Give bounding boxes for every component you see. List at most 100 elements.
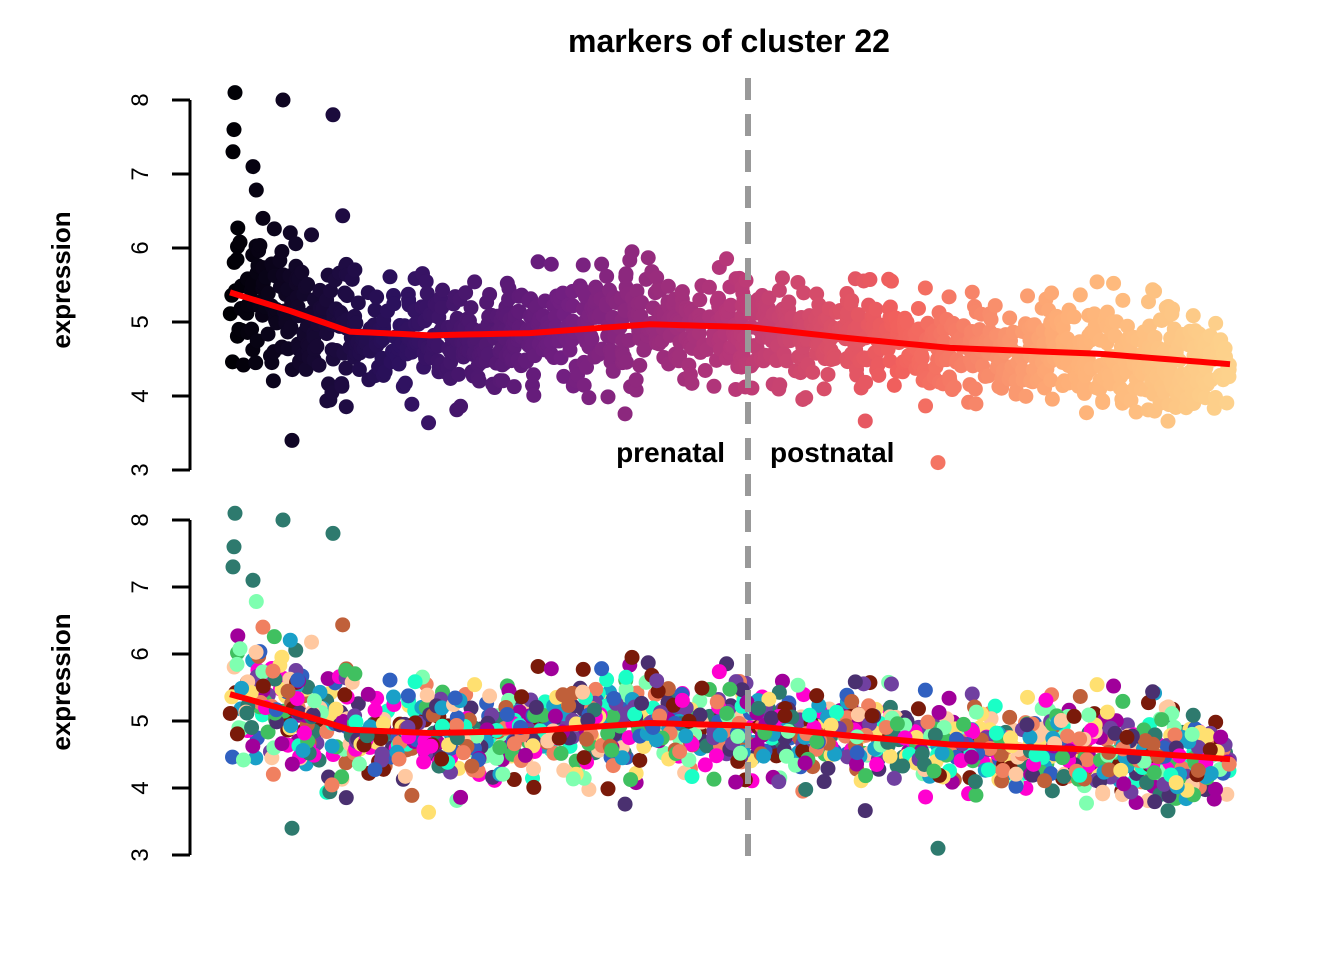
data-point [514, 689, 530, 705]
data-point [684, 375, 700, 391]
data-point [1020, 288, 1036, 304]
data-point [995, 763, 1011, 779]
data-point [1106, 678, 1122, 694]
data-point [627, 706, 643, 722]
data-point [324, 738, 340, 754]
data-point [706, 378, 722, 394]
data-point [337, 687, 353, 703]
data-point [850, 307, 866, 323]
data-point [526, 367, 542, 383]
data-point [499, 706, 515, 722]
data-point [458, 285, 474, 301]
data-point [435, 282, 451, 298]
data-point [530, 254, 546, 270]
data-point [338, 360, 354, 376]
data-point [335, 617, 351, 633]
data-point [347, 262, 363, 278]
data-point [1018, 388, 1034, 404]
data-point [265, 663, 281, 679]
data-point [1072, 731, 1088, 747]
data-point [265, 373, 281, 389]
data-point [350, 295, 366, 311]
data-point [255, 678, 271, 694]
data-point [227, 85, 243, 101]
data-point [434, 300, 450, 316]
data-point [628, 372, 644, 388]
data-point [367, 302, 383, 318]
data-point [351, 756, 367, 772]
data-point [338, 399, 354, 415]
data-point [809, 688, 825, 704]
data-point [871, 367, 887, 383]
data-point [1099, 704, 1115, 720]
data-point [605, 709, 621, 725]
y-tick-label: 3 [127, 848, 154, 861]
data-point [579, 359, 595, 375]
data-point [482, 688, 498, 704]
data-point [849, 756, 865, 772]
data-point [311, 357, 327, 373]
data-point [576, 750, 592, 766]
annotation-postnatal: postnatal [770, 437, 894, 468]
data-point [672, 348, 688, 364]
data-point [284, 820, 300, 836]
data-point [578, 731, 594, 747]
data-point [599, 268, 615, 284]
data-point [350, 696, 366, 712]
data-point [1008, 778, 1024, 794]
data-point [694, 680, 710, 696]
data-point [1095, 784, 1111, 800]
data-point [556, 762, 572, 778]
data-point [506, 379, 522, 395]
data-point [1219, 395, 1235, 411]
data-point [304, 634, 320, 650]
data-point [1219, 786, 1235, 802]
data-point [882, 748, 898, 764]
data-point [722, 681, 738, 697]
data-point [348, 315, 364, 331]
data-point [883, 676, 899, 692]
data-point [968, 704, 984, 720]
data-point [672, 744, 688, 760]
data-point [1208, 781, 1224, 797]
data-point [232, 641, 248, 657]
data-point [640, 250, 656, 266]
data-point [248, 750, 264, 766]
data-point [914, 350, 930, 366]
data-point [1053, 713, 1069, 729]
data-point [1145, 684, 1161, 700]
data-point [844, 694, 860, 710]
data-point [328, 701, 344, 717]
data-point [284, 756, 300, 772]
data-point [1038, 692, 1054, 708]
data-point [556, 368, 572, 384]
y-tick-label: 8 [127, 513, 154, 526]
data-point [1044, 391, 1060, 407]
data-point [1066, 708, 1082, 724]
data-point [920, 714, 936, 730]
data-point [1147, 794, 1163, 810]
data-point [235, 357, 251, 373]
data-point [870, 356, 886, 372]
data-point [255, 619, 271, 635]
bottom-panel: 3 4 5 6 7 8 [127, 505, 1237, 862]
data-point [719, 705, 735, 721]
data-point [274, 736, 290, 752]
data-point [1019, 717, 1035, 733]
data-point [252, 237, 268, 253]
data-point [624, 244, 640, 260]
data-point [617, 796, 633, 812]
data-point [351, 362, 367, 378]
data-point [967, 381, 983, 397]
data-point [941, 289, 957, 305]
data-point [728, 774, 744, 790]
data-point [304, 227, 320, 243]
data-point [1165, 301, 1181, 317]
data-point [565, 771, 581, 787]
data-point [964, 749, 980, 765]
data-point [946, 379, 962, 395]
data-point [1107, 328, 1123, 344]
data-point [226, 122, 242, 138]
data-point [245, 159, 261, 175]
data-point [701, 279, 717, 295]
